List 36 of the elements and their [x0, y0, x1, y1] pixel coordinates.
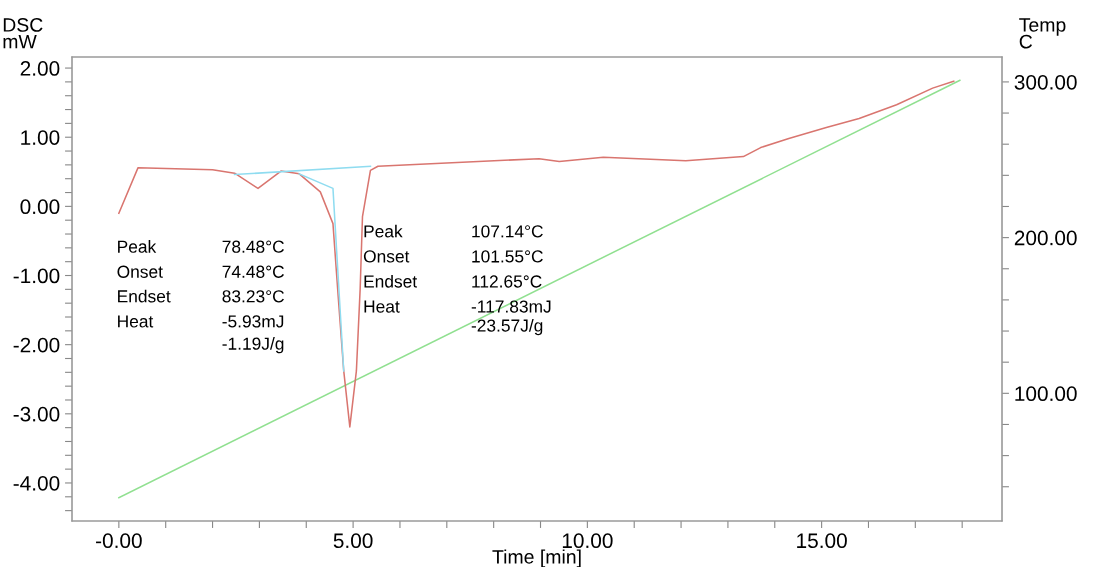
x-tick-label: -0.00 [96, 533, 142, 549]
y-tick-label: -2.00 [13, 337, 60, 353]
y2-tick-label: 300.00 [1014, 74, 1077, 90]
y-tick-label: 2.00 [20, 61, 60, 76]
annotation: Endset [118, 289, 171, 303]
y2-tick-label: 100.00 [1015, 386, 1077, 402]
annotation: 78.48°C [222, 240, 284, 253]
annotation: -5.93mJ [222, 315, 284, 328]
annotation: 83.23°C [222, 290, 284, 303]
annotation: 101.55°C [472, 250, 543, 263]
x-tick-label: 15.00 [797, 533, 847, 549]
y-tick-label: -3.00 [13, 406, 60, 422]
annotation: Onset [117, 265, 163, 278]
annotation: Endset [364, 274, 418, 288]
annotation: 107.14°C [472, 225, 543, 238]
y-tick-label: -4.00 [13, 475, 60, 491]
annotation: Onset [363, 250, 410, 263]
annotation: Peak [118, 240, 157, 253]
x-axis-title: Time [min] [492, 549, 581, 567]
annotation: -1.19J/g [222, 337, 284, 354]
annotation: Heat [364, 300, 400, 313]
y2-axis-title: Temp C [1019, 18, 1066, 49]
x-tick-label: 10.00 [562, 533, 613, 549]
annotation: Heat [118, 315, 154, 328]
annotation: -117.83mJ [471, 300, 551, 313]
y-tick-label: 1.00 [21, 130, 60, 145]
annotation: 112.65°C [472, 275, 542, 288]
y-tick-label: 0.00 [20, 199, 60, 215]
y-axis-title: DSC mW [3, 18, 43, 49]
annotation: Peak [364, 224, 403, 238]
y-tick-label: -1.00 [13, 268, 60, 284]
annotation: -23.57J/g [471, 318, 543, 336]
annotation: 74.48°C [222, 265, 284, 278]
line-series [118, 80, 955, 428]
x-tick-label: 5.00 [333, 533, 373, 549]
y2-tick-label: 200.00 [1014, 230, 1077, 246]
